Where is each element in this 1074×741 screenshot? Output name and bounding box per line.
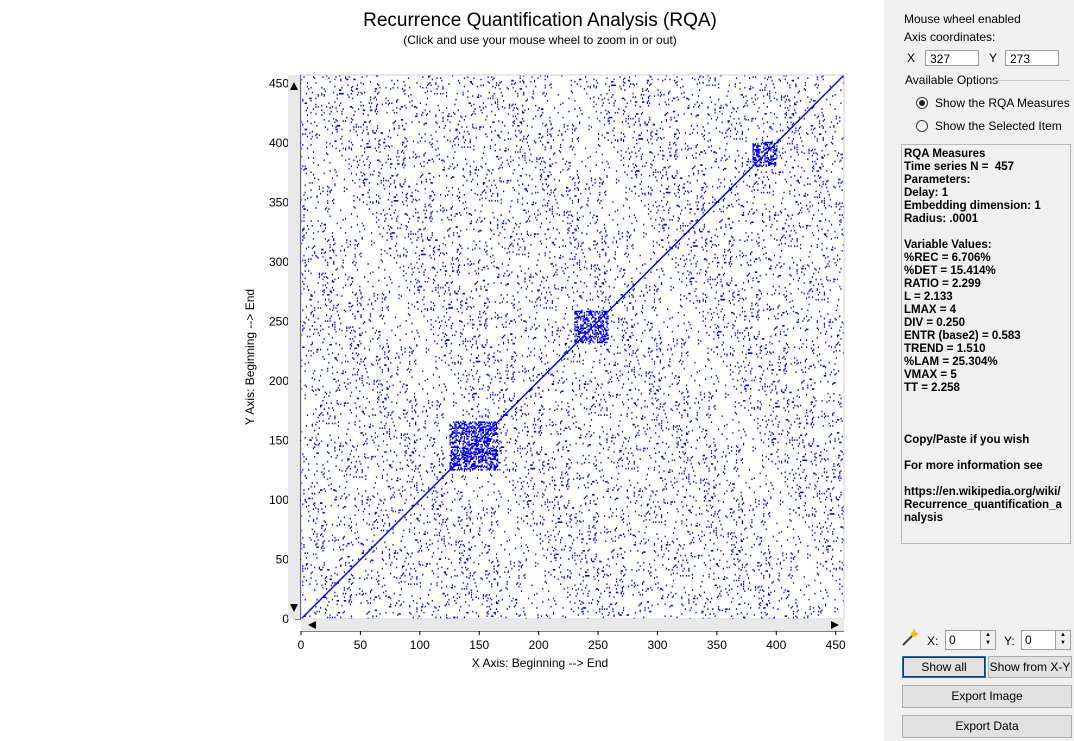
radio-show-measures[interactable] [916,97,928,109]
chart-subtitle: (Click and use your mouse wheel to zoom … [403,33,677,47]
spin-y-input[interactable]: 0 ▲ ▼ [1021,630,1071,650]
spin-y-value[interactable]: 0 [1025,633,1032,647]
y-tick-label: 50 [276,552,290,566]
y-tick-label: 200 [269,374,289,388]
y-tick-label: 0 [282,612,289,626]
y-axis-label: Y Axis: Beginning --> End [243,288,257,426]
spin-x-label: X: [927,634,939,648]
coord-y-field[interactable]: 273 [1005,50,1059,66]
x-tick-label: 400 [766,638,786,652]
y-tick-label: 100 [269,493,289,507]
plot-frame [300,74,845,620]
spin-x-input[interactable]: 0 ▲ ▼ [945,630,996,650]
y-tick-label: 350 [269,195,289,209]
x-tick-label: 450 [826,638,846,652]
x-tick-label: 250 [588,638,608,652]
show-all-button[interactable]: Show all [902,656,986,678]
magic-wand-icon [900,629,918,647]
x-tick-label: 300 [647,638,667,652]
scroll-down-icon[interactable] [290,604,298,612]
options-group-label: Available Options [905,73,999,87]
y-tick-label: 300 [269,255,289,269]
y-tick-label: 150 [269,433,289,447]
x-tick-label: 0 [298,638,305,652]
y-tick-label: 400 [269,136,289,150]
x-axis-label: X Axis: Beginning --> End [471,656,609,670]
radio-show-selected-label[interactable]: Show the Selected Item [935,119,1062,133]
axis-coords-label: Axis coordinates: [904,30,996,44]
x-tick-label: 350 [707,638,727,652]
options-group-border [990,80,1070,81]
x-tick-label: 150 [469,638,489,652]
coord-x-label: X [907,51,916,65]
spin-y-label: Y: [1004,634,1015,648]
spin-x-arrows-icon[interactable]: ▲ ▼ [980,631,995,649]
vertical-scrollbar[interactable] [288,75,300,619]
rqa-measures-textbox[interactable]: RQA Measures Time series N = 457 Paramet… [901,144,1071,544]
x-tick-label: 200 [529,638,549,652]
radio-show-selected[interactable] [916,120,928,132]
scroll-left-icon[interactable] [308,621,316,629]
spin-y-arrows-icon[interactable]: ▲ ▼ [1055,631,1070,649]
line-of-identity [300,74,845,620]
chart-title: Recurrence Quantification Analysis (RQA) [363,10,717,31]
plot-area[interactable]: Recurrence Quantification Analysis (RQA)… [0,0,884,741]
show-from-xy-button[interactable]: Show from X-Y [988,656,1072,678]
export-image-button[interactable]: Export Image [902,685,1072,708]
export-data-button[interactable]: Export Data [902,715,1072,738]
spin-x-value[interactable]: 0 [949,633,956,647]
horizontal-scrollbar[interactable] [301,620,844,631]
radio-show-measures-label[interactable]: Show the RQA Measures [935,96,1070,110]
x-tick-label: 50 [354,638,368,652]
recurrence-plot[interactable]: 0 50 100 150 200 250 300 350 400 450 0 50 100 150 200 2… [0,0,884,741]
scroll-right-icon[interactable] [831,621,839,629]
coord-y-label: Y [989,51,998,65]
y-tick-label: 250 [269,314,289,328]
y-tick-label: 450 [269,76,289,90]
mouse-wheel-status: Mouse wheel enabled [904,12,1021,26]
coord-x-field[interactable]: 327 [925,50,979,66]
x-tick-label: 100 [410,638,430,652]
scroll-up-icon[interactable] [290,82,298,90]
